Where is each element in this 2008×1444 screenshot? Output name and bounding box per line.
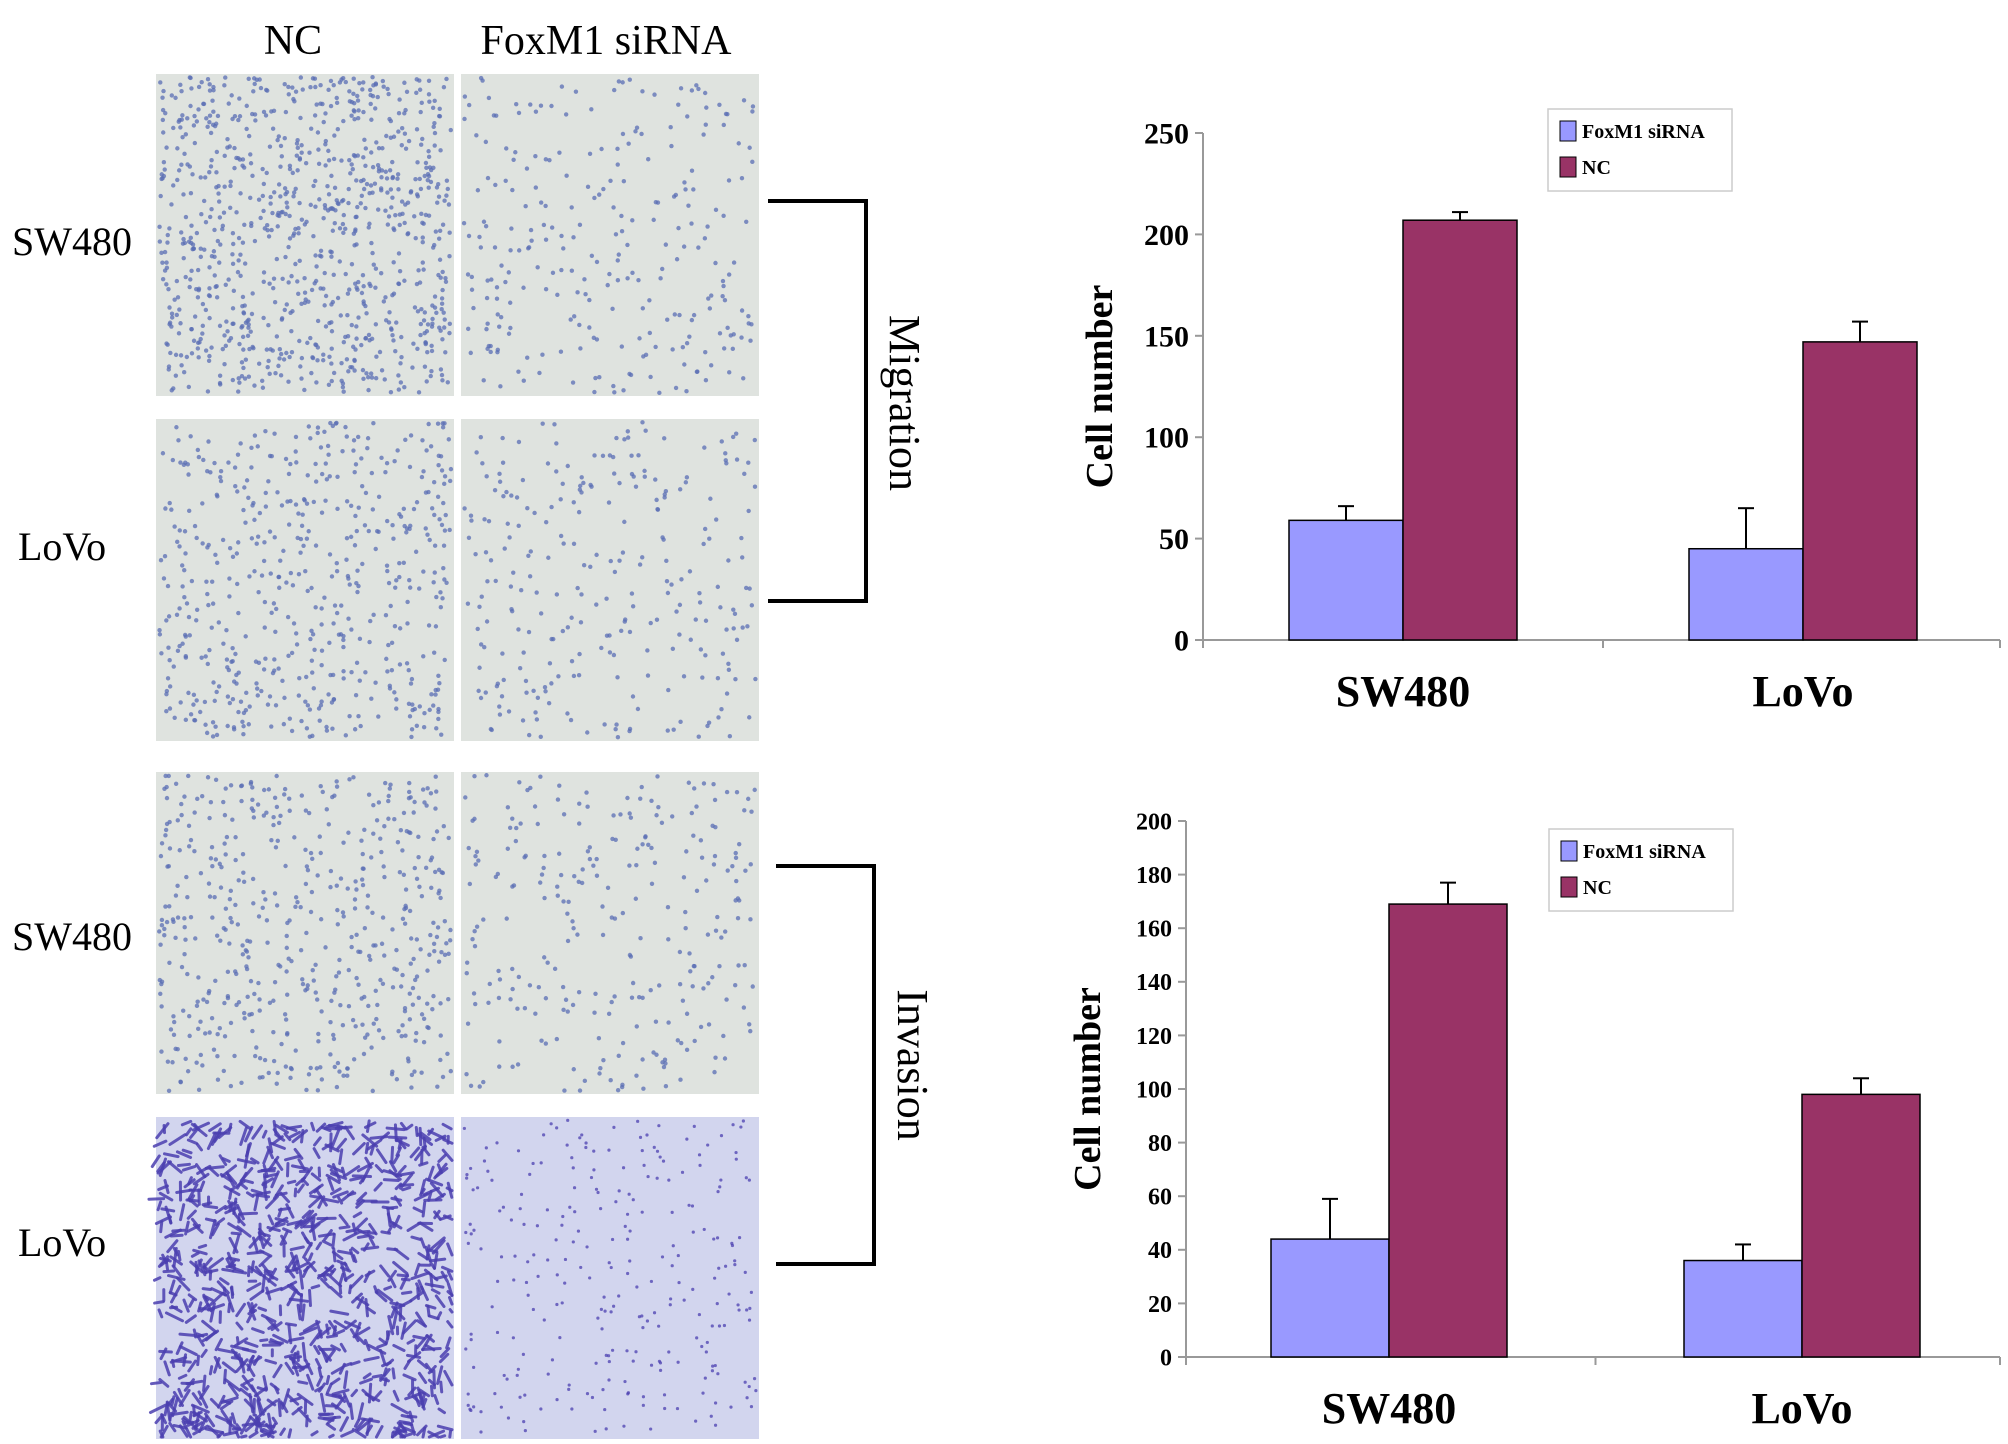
error-bar (1853, 1077, 1869, 1095)
y-tick-label: 100 (1136, 1077, 1172, 1103)
x-category-label: SW480 (1336, 667, 1470, 716)
y-tick-label: 80 (1148, 1131, 1172, 1157)
micrograph-invasion-lovo-nc (147, 1117, 454, 1439)
column-header-nc: NC (264, 18, 322, 64)
column-header-foxm1: FoxM1 siRNA (481, 18, 733, 64)
x-category-label: LoVo (1751, 1384, 1852, 1433)
y-axis-label: Cell number (1067, 987, 1109, 1191)
legend-swatch (1559, 156, 1577, 178)
y-tick-label: 160 (1136, 917, 1172, 943)
row-label-lovo-invasion: LoVo (18, 1220, 106, 1265)
invasion-bracket (776, 864, 876, 1266)
bar-nc-lovo (1802, 341, 1918, 641)
bar-foxm1-sirna-sw480 (1288, 519, 1404, 641)
error-bar (1440, 881, 1456, 905)
legend-label: FoxM1 siRNA (1582, 121, 1705, 143)
legend-label: NC (1582, 157, 1611, 179)
bar-foxm1-sirna-sw480 (1270, 1238, 1390, 1358)
x-category-label: LoVo (1752, 667, 1853, 716)
row-label-sw480-migration: SW480 (12, 219, 132, 264)
micrograph-migration-lovo-nc (156, 419, 454, 741)
y-tick-label: 40 (1148, 1238, 1172, 1264)
y-tick-label: 150 (1144, 320, 1189, 353)
y-tick-label: 200 (1144, 219, 1189, 252)
micrograph-migration-sw480-nc (156, 74, 454, 396)
error-bar (1735, 1243, 1751, 1261)
legend-label: NC (1583, 877, 1612, 899)
legend-swatch (1560, 840, 1578, 862)
legend-box (1548, 828, 1734, 912)
y-tick-label: 180 (1136, 863, 1172, 889)
micrograph-grid (147, 74, 759, 1439)
y-tick-label: 200 (1136, 809, 1172, 835)
x-category-label: SW480 (1322, 1384, 1456, 1433)
y-tick-label: 140 (1136, 970, 1172, 996)
bar-nc-sw480 (1402, 219, 1518, 641)
legend-box (1547, 108, 1733, 192)
y-tick-label: 100 (1144, 422, 1189, 455)
legend: FoxM1 siRNA NC (1547, 108, 1733, 192)
legend-swatch (1560, 876, 1578, 898)
error-bar (1322, 1197, 1338, 1240)
micrograph-migration-lovo-foxm1-sirna (461, 419, 759, 741)
bar-foxm1-sirna-lovo (1683, 1259, 1803, 1358)
y-tick-label: 0 (1160, 1345, 1172, 1371)
micrograph-invasion-sw480-nc (156, 772, 454, 1094)
legend: FoxM1 siRNA NC (1548, 828, 1734, 912)
legend-label: FoxM1 siRNA (1583, 841, 1706, 863)
row-label-lovo-migration: LoVo (18, 524, 106, 569)
invasion-cell-number-chart: 0 20 40 60 80 100 120 140 160 180 200 Cell number SW… (1067, 809, 2001, 1433)
y-tick-label: 120 (1136, 1024, 1172, 1050)
y-tick-label: 250 (1144, 118, 1189, 151)
bar-foxm1-sirna-lovo (1688, 547, 1804, 641)
bar-nc-lovo (1801, 1093, 1921, 1358)
migration-cell-number-chart: 0 50 100 150 200 250 Cell number SW480 LoVo FoxM1… (1079, 108, 2001, 716)
migration-label: Migration (880, 315, 929, 491)
error-bar (1852, 320, 1868, 342)
legend-swatch (1559, 120, 1577, 142)
error-bar (1738, 507, 1754, 549)
bar-nc-sw480 (1388, 903, 1508, 1358)
micrograph-invasion-lovo-foxm1-sirna (461, 1117, 759, 1439)
y-tick-label: 0 (1174, 625, 1189, 658)
row-label-sw480-invasion: SW480 (12, 914, 132, 959)
y-tick-label: 60 (1148, 1185, 1172, 1211)
y-tick-label: 50 (1159, 523, 1189, 556)
y-tick-label: 20 (1148, 1292, 1172, 1318)
micrograph-invasion-sw480-foxm1-sirna (461, 772, 759, 1094)
micrograph-migration-sw480-foxm1-sirna (461, 74, 759, 396)
y-axis-label: Cell number (1079, 285, 1121, 489)
error-bar (1338, 505, 1354, 521)
invasion-label: Invasion (888, 989, 937, 1141)
migration-bracket (768, 199, 868, 603)
error-bar (1452, 211, 1468, 221)
